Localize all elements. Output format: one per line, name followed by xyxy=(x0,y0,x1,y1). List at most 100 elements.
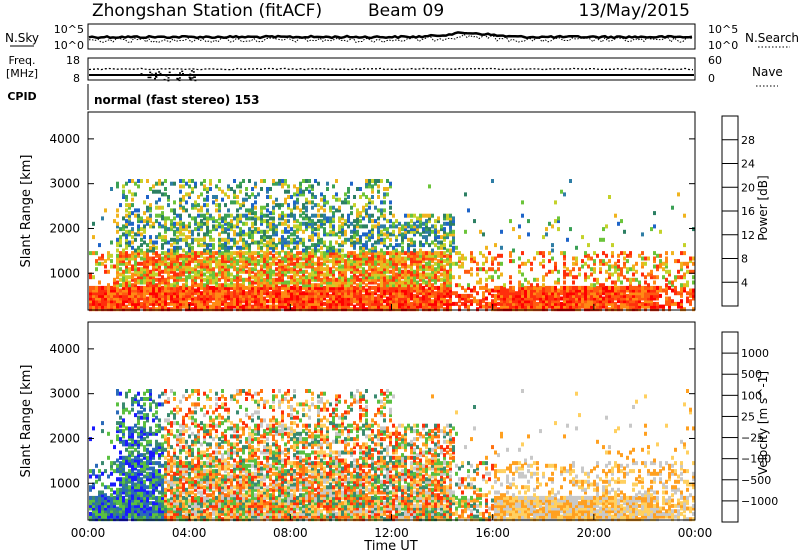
power-cell xyxy=(209,237,212,242)
power-cell xyxy=(125,285,128,290)
power-cell xyxy=(329,299,332,304)
power-cell xyxy=(542,283,545,288)
power-cell xyxy=(620,304,623,309)
power-cell xyxy=(164,179,167,183)
power-cell xyxy=(641,285,644,290)
power-cell xyxy=(275,280,278,285)
velocity-cell xyxy=(137,474,140,479)
power-cell xyxy=(683,243,686,248)
velocity-cell xyxy=(128,490,131,495)
power-cell xyxy=(116,307,119,312)
power-cell xyxy=(677,259,680,264)
power-cell xyxy=(410,256,413,261)
power-cell xyxy=(176,227,179,232)
power-cell xyxy=(380,211,383,216)
power-cell xyxy=(407,304,410,309)
power-cell xyxy=(386,179,389,183)
power-cell xyxy=(152,293,155,298)
power-cell xyxy=(158,259,161,264)
power-cell xyxy=(386,235,389,240)
power-cell xyxy=(161,211,164,216)
power-cell xyxy=(287,235,290,240)
power-cell xyxy=(383,187,386,191)
power-cell xyxy=(329,221,332,226)
power-cell xyxy=(401,240,404,245)
power-cell xyxy=(362,216,365,221)
power-cell xyxy=(515,296,518,301)
velocity-cell xyxy=(107,474,110,479)
power-cell xyxy=(296,261,299,266)
power-cell xyxy=(338,219,341,224)
power-cell xyxy=(374,245,377,250)
power-cell xyxy=(395,243,398,248)
velocity-cell xyxy=(140,397,143,401)
power-cell xyxy=(596,296,599,301)
power-cell xyxy=(593,293,596,298)
power-cell xyxy=(245,240,248,245)
power-cell xyxy=(170,259,173,264)
power-cell xyxy=(164,240,167,245)
power-cell xyxy=(200,283,203,288)
power-cell xyxy=(347,264,350,269)
power-cell xyxy=(368,181,371,186)
power-cell xyxy=(284,267,287,272)
power-cell xyxy=(119,299,122,304)
power-cell xyxy=(440,288,443,293)
power-cell xyxy=(92,307,95,312)
power-cell xyxy=(182,272,185,277)
power-cell xyxy=(143,219,146,224)
power-cell xyxy=(185,181,188,186)
power-cell xyxy=(95,301,98,306)
power-cell xyxy=(506,288,509,293)
power-cell xyxy=(575,256,578,261)
power-cell xyxy=(218,264,221,269)
power-cell xyxy=(551,243,554,248)
power-cell xyxy=(341,277,344,282)
power-cell xyxy=(545,296,548,301)
power-cell xyxy=(218,253,221,258)
power-cell xyxy=(440,224,443,229)
power-cell xyxy=(365,251,368,256)
power-cell xyxy=(413,243,416,248)
power-cell xyxy=(146,243,149,248)
power-cell xyxy=(176,221,179,226)
power-cell xyxy=(341,285,344,290)
power-cell xyxy=(641,256,644,261)
power-cell xyxy=(323,251,326,256)
power-cell xyxy=(248,232,251,237)
power-cell xyxy=(389,288,392,293)
power-cell xyxy=(311,299,314,304)
power-cell xyxy=(254,280,257,285)
velocity-cell xyxy=(137,415,140,420)
power-cell xyxy=(422,251,425,256)
power-cell xyxy=(299,181,302,186)
power-cell xyxy=(164,301,167,306)
power-cell xyxy=(104,304,107,309)
velocity-cell xyxy=(134,442,137,447)
power-cell xyxy=(242,237,245,242)
velocity-cell xyxy=(95,495,98,500)
power-cell xyxy=(656,267,659,272)
power-cell xyxy=(215,251,218,256)
power-cell xyxy=(230,224,233,229)
power-cell xyxy=(215,288,218,293)
velocity-cell xyxy=(128,501,131,506)
power-cell xyxy=(584,261,587,266)
power-cell xyxy=(107,301,110,306)
power-cell xyxy=(383,277,386,282)
velocity-cell xyxy=(116,490,119,495)
power-cell xyxy=(281,269,284,274)
power-cell xyxy=(173,296,176,301)
power-cell xyxy=(386,275,389,280)
power-cell xyxy=(293,288,296,293)
power-cell xyxy=(380,256,383,261)
power-cell xyxy=(224,229,227,234)
power-cell xyxy=(566,304,569,309)
power-cell xyxy=(302,293,305,298)
power-cell xyxy=(419,256,422,261)
power-cell xyxy=(620,296,623,301)
power-cell xyxy=(344,285,347,290)
power-cell xyxy=(320,280,323,285)
power-cell xyxy=(398,261,401,266)
power-cell xyxy=(326,267,329,272)
